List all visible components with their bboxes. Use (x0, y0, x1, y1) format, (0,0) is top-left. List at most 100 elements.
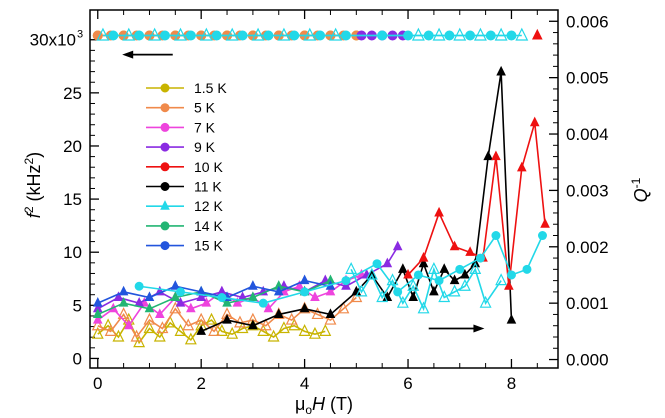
legend-swatch-marker (160, 221, 170, 231)
data-point (411, 27, 425, 41)
data-point (267, 329, 280, 342)
data-point (134, 281, 144, 291)
legend-swatch-marker (160, 122, 170, 132)
data-point (258, 298, 268, 308)
data-point (460, 268, 470, 279)
y-right-tick-label: 0.005 (566, 69, 609, 88)
data-point (299, 302, 310, 313)
plot-frame-layer (89, 9, 559, 369)
legend-swatch-marker (160, 182, 170, 191)
data-point (148, 27, 162, 41)
data-point (311, 307, 324, 320)
data-point (438, 290, 451, 303)
legend-swatch-marker (160, 200, 170, 210)
data-point (300, 287, 310, 297)
data-point (319, 324, 332, 336)
data-point (257, 324, 270, 336)
data-point (170, 291, 181, 302)
legend-label: 11 K (194, 179, 222, 195)
data-point (522, 264, 532, 274)
data-point (337, 301, 350, 314)
series-q-12-k (345, 261, 508, 314)
series-q-11-k (196, 65, 517, 335)
y-right-tick-label: 0.004 (566, 125, 609, 144)
data-point (298, 324, 311, 336)
data-point (277, 321, 290, 334)
legend-swatch-marker (160, 162, 170, 172)
data-point (248, 291, 258, 302)
y-right-tick-label: 0.006 (566, 12, 609, 31)
data-point (217, 293, 227, 303)
data-point (392, 240, 403, 251)
data-point (491, 150, 501, 161)
data-point (92, 297, 103, 307)
data-point (156, 321, 169, 334)
data-point (170, 280, 181, 290)
series-line (350, 266, 502, 312)
legend: 1.5 K 5 K 7 K 9 K 10 K 11 K 12 K 14 K 15 K (146, 80, 227, 254)
data-point (540, 218, 550, 228)
data-point (483, 150, 493, 161)
data-point (350, 290, 363, 303)
data-point (196, 325, 206, 335)
data-point (439, 263, 450, 273)
data-point (199, 27, 213, 41)
arrows-layer (122, 50, 485, 333)
y-right-tick-label: 0.000 (566, 351, 609, 370)
data-point (308, 326, 321, 339)
data-point (448, 284, 461, 297)
legend-item-14-k: 14 K (146, 218, 223, 234)
data-point (473, 27, 487, 41)
data-point (475, 253, 485, 263)
data-point (393, 287, 403, 297)
data-point (469, 261, 482, 274)
data-point (236, 321, 249, 334)
data-point (273, 308, 284, 318)
data-point (144, 302, 155, 313)
data-point (226, 326, 239, 339)
data-point (365, 267, 378, 280)
data-point (208, 324, 221, 336)
data-point (434, 276, 444, 286)
x-tick-label: 6 (403, 374, 412, 393)
y-left-axis-title: f2 (kHz2) (22, 152, 44, 218)
data-point (222, 313, 232, 324)
data-point (91, 318, 104, 331)
data-point (273, 285, 284, 296)
data-point (201, 297, 212, 307)
data-point (96, 27, 110, 41)
data-point (529, 116, 540, 127)
data-point (118, 285, 129, 296)
data-point (91, 326, 104, 339)
data-point (175, 287, 185, 297)
data-point (232, 297, 243, 307)
series-line (97, 279, 331, 316)
plot-frame (89, 9, 559, 369)
data-point (504, 280, 514, 290)
legend-swatch-marker (160, 241, 170, 251)
data-point (186, 302, 196, 313)
series-line (97, 279, 331, 304)
data-point (310, 291, 320, 302)
data-point (403, 268, 413, 279)
data-point (398, 263, 408, 273)
y-left-top-label: 30x10 (30, 31, 76, 50)
data-point (118, 297, 129, 307)
y-left-tick-label: 20 (63, 137, 82, 156)
data-point (408, 291, 419, 302)
data-point (143, 321, 156, 334)
data-point (465, 246, 475, 256)
data-point (329, 27, 343, 41)
data-point (263, 302, 274, 313)
legend-item-10-k: 10 K (146, 159, 223, 175)
data-point (182, 318, 195, 331)
data-point (104, 324, 117, 336)
data-point (407, 278, 420, 291)
data-point (372, 259, 382, 269)
legend-label: 9 K (194, 139, 216, 155)
legend-label: 10 K (194, 159, 223, 175)
y-left-tick-label: 25 (63, 84, 82, 103)
data-point (123, 319, 134, 330)
data-point (429, 285, 439, 296)
data-point (225, 27, 239, 41)
